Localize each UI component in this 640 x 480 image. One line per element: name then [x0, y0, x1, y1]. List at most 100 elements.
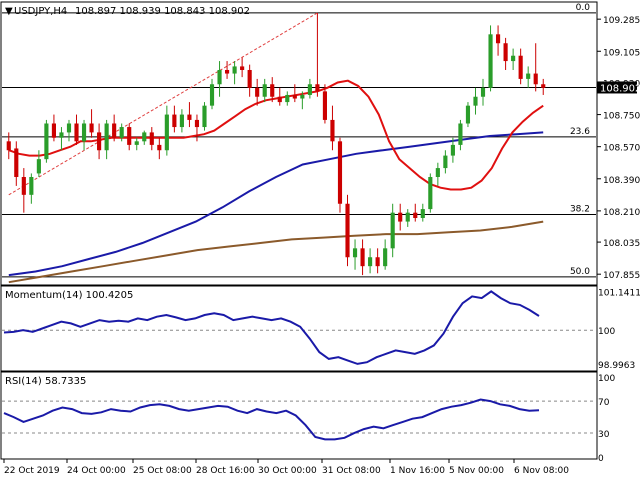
candle-body	[119, 127, 124, 138]
candle	[142, 130, 147, 145]
candle-body	[277, 96, 282, 103]
rsi-tick-label: 0	[598, 454, 604, 464]
candle	[420, 203, 425, 222]
candle-body	[518, 55, 523, 79]
candle	[172, 105, 177, 133]
x-tick-label: 1 Nov 16:00	[390, 466, 445, 476]
candle-body	[383, 248, 388, 267]
sma-slow-line	[8, 220, 544, 284]
candle-body	[503, 43, 508, 62]
candle	[375, 248, 380, 274]
rsi-panel-frame	[0, 371, 598, 460]
candle	[526, 66, 531, 88]
candle	[247, 64, 252, 97]
candle	[405, 209, 410, 227]
candle	[209, 78, 215, 110]
rsi-tick-label: 30	[598, 430, 610, 440]
candle-body	[224, 69, 230, 74]
candle-body	[164, 114, 169, 151]
momentum-tick-label: 101.1411	[598, 289, 640, 299]
fibonacci-label: 23.6	[570, 127, 590, 137]
candle-body	[81, 123, 87, 142]
candle	[533, 43, 538, 92]
candle	[262, 78, 267, 103]
candle-body	[29, 176, 34, 195]
candle-body	[217, 69, 222, 85]
price-tick-label: 108.570	[603, 144, 640, 154]
x-tick-label: 5 Nov 00:00	[449, 466, 504, 476]
candle-body	[97, 132, 102, 151]
candle	[307, 78, 312, 99]
candle-body	[398, 212, 403, 222]
candle-body	[149, 132, 154, 145]
candle	[383, 239, 388, 270]
candle-body	[375, 257, 380, 267]
price-tick-label: 108.750	[603, 112, 640, 122]
candle	[458, 119, 463, 151]
candle	[390, 203, 395, 258]
candle	[352, 239, 358, 270]
candle	[473, 87, 478, 115]
price-tick-label: 107.855	[603, 271, 640, 281]
candle-body	[89, 123, 94, 133]
price-tick-label: 109.105	[603, 48, 640, 58]
candle	[97, 123, 102, 160]
candle	[81, 119, 87, 151]
candle-body	[450, 144, 455, 156]
candle-body	[292, 94, 297, 99]
momentum-plot	[2, 290, 596, 365]
candle-body	[240, 66, 245, 70]
symbol-label: USDJPY,H4	[14, 6, 67, 17]
candle-body	[51, 123, 57, 138]
rsi-line	[3, 398, 540, 441]
candle-body	[511, 55, 516, 62]
candle	[292, 84, 297, 103]
candle-body	[435, 168, 440, 177]
current-price-label: 108.902	[600, 83, 640, 94]
candle	[240, 57, 245, 78]
candle-body	[59, 132, 64, 138]
candle	[488, 25, 493, 92]
candle-body	[352, 248, 358, 258]
candle-body	[458, 123, 463, 145]
candle	[59, 127, 64, 151]
candle	[277, 87, 282, 106]
candle	[255, 78, 260, 106]
candle-body	[14, 148, 19, 177]
candle	[14, 141, 19, 186]
candle-body	[74, 123, 79, 142]
candle-body	[541, 84, 546, 88]
candle	[511, 48, 516, 70]
momentum-title: Momentum(14) 100.4205	[5, 290, 133, 301]
x-tick-label: 22 Oct 2019	[4, 466, 60, 476]
candle	[541, 78, 546, 95]
candle-body	[6, 141, 11, 151]
candle	[360, 239, 365, 276]
candle	[315, 12, 320, 97]
candle-body	[473, 96, 478, 106]
rsi-tick-label: 70	[598, 398, 610, 408]
candle-body	[360, 248, 365, 267]
candle	[224, 61, 230, 79]
candle-body	[330, 119, 335, 142]
x-tick-label: 24 Oct 00:00	[67, 466, 126, 476]
candle	[104, 119, 109, 160]
candle-body	[209, 84, 215, 106]
candle	[345, 194, 350, 267]
candle	[112, 114, 117, 142]
candle-body	[262, 84, 267, 97]
candle-body	[127, 127, 132, 145]
candle	[187, 102, 192, 128]
candle-body	[255, 87, 260, 97]
candle-body	[480, 87, 486, 97]
momentum-tick-label: 98.9963	[598, 361, 635, 371]
rsi-plot	[2, 398, 596, 441]
candle-body	[112, 123, 117, 138]
candle-body	[345, 203, 350, 258]
candle-body	[526, 73, 531, 79]
candle-body	[405, 212, 410, 222]
candle-body	[36, 159, 41, 174]
candle	[89, 109, 94, 138]
candle-body	[443, 155, 448, 169]
